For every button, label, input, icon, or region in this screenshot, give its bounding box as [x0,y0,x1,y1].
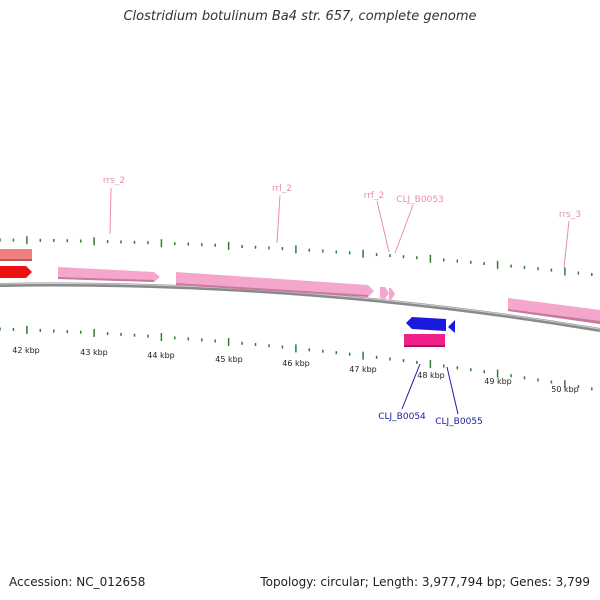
rrna-feature-rrl-2-shadow [176,283,368,297]
gene-salmon-left-shadow [0,259,32,261]
rrna-feature-clj-b0053[interactable] [389,288,395,300]
label-rrs-3: rrs_3 [559,210,581,220]
genome-title: Clostridium botulinum Ba4 str. 657, comp… [123,9,477,24]
leader-clj-b0053 [394,204,414,254]
kbp-label-49: 49 kbp [484,377,512,386]
gene-red-left[interactable] [0,266,32,278]
kbp-label-50: 50 kbp [551,385,579,394]
rrna-feature-rrs-3-shadow [508,309,600,324]
kbp-label-48: 48 kbp [417,371,445,380]
rrna-feature-rrl-2[interactable] [176,272,374,297]
kbp-label-47: 47 kbp [349,365,377,374]
leader-rrf-2 [376,200,390,253]
kbp-label-42: 42 kbp [12,346,40,355]
genome-summary-text: Topology: circular; Length: 3,977,794 bp… [260,575,590,589]
label-clj-b0054: CLJ_B0054 [378,412,426,422]
upper-tick-track [0,236,593,276]
leader-rrs-3 [563,220,570,269]
leader-clj-b0054 [401,363,421,410]
leader-rrs-2 [109,187,112,235]
label-rrs-2: rrs_2 [103,176,125,186]
gene-clj-b0055-arrow[interactable] [448,320,455,333]
kbp-label-43: 43 kbp [80,348,108,357]
leader-clj-b0055 [446,366,459,415]
label-rrl-2: rrl_2 [272,184,292,194]
gene-salmon-left[interactable] [0,249,32,261]
gene-magenta-shadow [404,345,445,347]
kbp-label-46: 46 kbp [282,359,310,368]
gene-magenta[interactable] [404,334,445,347]
accession-text: Accession: NC_012658 [9,575,146,589]
kbp-label-44: 44 kbp [147,351,175,360]
gene-clj-b0054[interactable] [406,317,446,331]
rrna-feature-rrs-2-shadow [58,277,154,282]
label-clj-b0055: CLJ_B0055 [435,417,483,427]
lower-tick-track [0,325,593,391]
genome-backbone [0,282,600,332]
label-clj-b0053: CLJ_B0053 [396,195,444,205]
kbp-label-45: 45 kbp [215,355,243,364]
rrna-feature-rrf-2[interactable] [380,287,389,299]
leader-rrl-2 [276,194,281,244]
rrna-feature-rrs-3[interactable] [508,298,600,324]
genome-backbone-highlight [0,283,600,330]
label-rrf-2: rrf_2 [364,191,385,201]
